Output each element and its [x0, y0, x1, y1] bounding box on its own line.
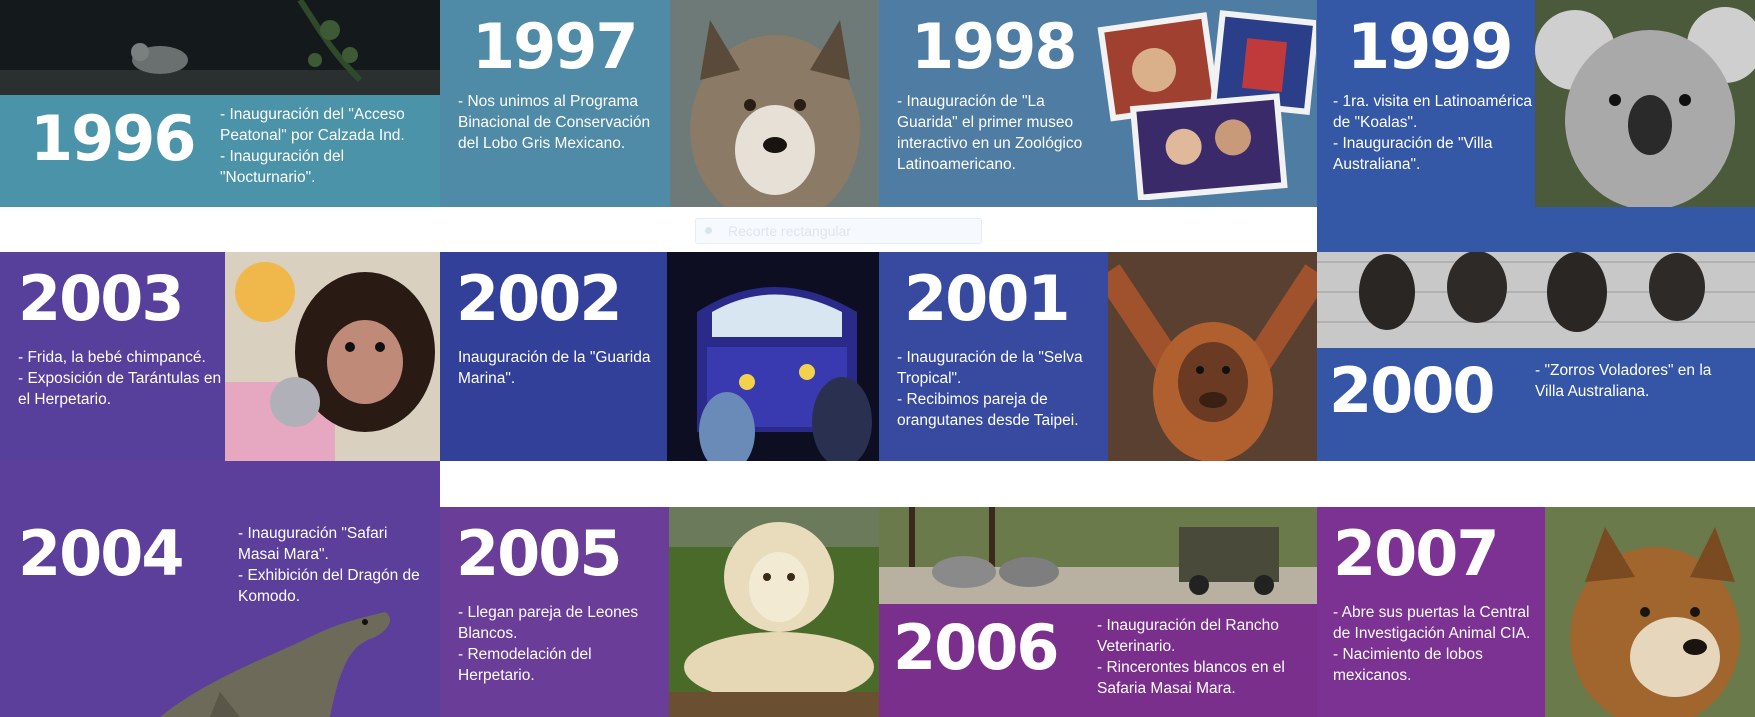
mexican-gray-wolf-photo: [670, 0, 879, 207]
year-2005: 2005: [456, 517, 623, 590]
milestones-1996: - Inauguración del "Acceso Peatonal" por…: [220, 104, 430, 188]
year-1996: 1996: [30, 102, 197, 175]
milestone-2003-1: - Frida, la bebé chimpancé.: [18, 349, 206, 366]
year-1997: 1997: [472, 10, 639, 83]
milestone-2005-2: - Remodelación del Herpetario.: [458, 646, 592, 684]
year-2006: 2006: [893, 611, 1060, 684]
year-2002: 2002: [456, 262, 623, 335]
year-2000: 2000: [1329, 354, 1496, 427]
milestones-1999: - 1ra. visita en Latinoamérica de "Koala…: [1333, 91, 1533, 175]
milestone-1996-1: - Inauguración del "Acceso Peatonal" por…: [220, 106, 405, 144]
milestone-2007-2: - Nacimiento de lobos mexicanos.: [1333, 646, 1483, 684]
year-1999: 1999: [1347, 10, 1514, 83]
timeline-cell-2002: 2002 Inauguración de la "Guarida Marina"…: [440, 252, 879, 461]
milestone-2002-1: Inauguración de la "Guarida Marina".: [458, 349, 651, 387]
milestones-1998: - Inauguración de "La Guarida" el primer…: [897, 91, 1097, 175]
year-1998: 1998: [911, 10, 1078, 83]
milestones-2004: - Inauguración "Safari Masai Mara". - Ex…: [238, 523, 428, 607]
timeline-cell-2005: 2005 - Llegan pareja de Leones Blancos. …: [440, 507, 879, 717]
rectangular-snip-tool[interactable]: Recorte rectangular: [695, 218, 982, 244]
komodo-dragon-photo: [150, 597, 400, 717]
timeline-cell-2000: 2000 - "Zorros Voladores" en la Villa Au…: [1317, 252, 1755, 461]
orangutan-photo: [1108, 252, 1317, 461]
milestones-2001: - Inauguración de la "Selva Tropical". -…: [897, 347, 1097, 431]
timeline-cell-2001: 2001 - Inauguración de la "Selva Tropica…: [879, 252, 1317, 461]
flying-foxes-photo: [1317, 252, 1755, 348]
milestone-2001-1: - Inauguración de la "Selva Tropical".: [897, 349, 1083, 387]
milestones-2002: Inauguración de la "Guarida Marina".: [458, 347, 658, 389]
timeline-cell-1998: 1998 - Inauguración de "La Guarida" el p…: [879, 0, 1317, 207]
nocturnal-animal-photo: [0, 0, 440, 95]
marine-exhibit-photo: [667, 252, 879, 461]
milestones-2007: - Abre sus puertas la Central de Investi…: [1333, 602, 1533, 686]
timeline-cell-1996: 1996 - Inauguración del "Acceso Peatonal…: [0, 0, 440, 207]
milestone-1999-1: - 1ra. visita en Latinoamérica de "Koala…: [1333, 93, 1533, 131]
museum-collage-photo: [1094, 10, 1316, 200]
snip-mode-label: Recorte rectangular: [728, 223, 851, 239]
milestone-2000-1: - "Zorros Voladores" en la Villa Austral…: [1535, 362, 1712, 400]
timeline-cell-2003: 2003 - Frida, la bebé chimpancé. - Expos…: [0, 252, 440, 461]
milestones-2003: - Frida, la bebé chimpancé. - Exposición…: [18, 347, 223, 410]
milestone-1998-1: - Inauguración de "La Guarida" el primer…: [897, 93, 1083, 173]
milestone-2006-2: - Rincerontes blancos en el Safaria Masa…: [1097, 659, 1285, 697]
milestone-1999-2: - Inauguración de "Villa Australiana".: [1333, 135, 1493, 173]
milestones-2000: - "Zorros Voladores" en la Villa Austral…: [1535, 360, 1735, 402]
milestone-2004-2: - Exhibición del Dragón de Komodo.: [238, 567, 420, 605]
timeline-cell-1997: 1997 - Nos unimos al Programa Binacional…: [440, 0, 879, 207]
timeline-cell-2007: 2007 - Abre sus puertas la Central de In…: [1317, 507, 1755, 717]
year-2003: 2003: [18, 262, 185, 335]
snip-mode-icon: [705, 227, 712, 234]
timeline-cell-1999: 1999 - 1ra. visita en Latinoamérica de "…: [1317, 0, 1755, 207]
milestones-1997: - Nos unimos al Programa Binacional de C…: [458, 91, 658, 154]
year-2001: 2001: [904, 262, 1071, 335]
year-2004: 2004: [18, 517, 185, 590]
milestones-2005: - Llegan pareja de Leones Blancos. - Rem…: [458, 602, 658, 686]
milestone-2003-2: - Exposición de Tarántulas en el Herpeta…: [18, 370, 222, 408]
koala-photo: [1535, 0, 1755, 207]
milestones-2006: - Inauguración del Rancho Veterinario. -…: [1097, 615, 1297, 699]
milestone-1997-1: - Nos unimos al Programa Binacional de C…: [458, 93, 651, 152]
milestone-2006-1: - Inauguración del Rancho Veterinario.: [1097, 617, 1279, 655]
mexican-wolf-photo: [1545, 507, 1755, 717]
milestone-2007-1: - Abre sus puertas la Central de Investi…: [1333, 604, 1531, 642]
milestone-2005-1: - Llegan pareja de Leones Blancos.: [458, 604, 639, 642]
year-2007: 2007: [1333, 517, 1500, 590]
milestone-2001-2: - Recibimos pareja de orangutanes desde …: [897, 391, 1079, 429]
white-rhinos-safari-photo: [879, 507, 1317, 604]
white-lion-photo: [669, 507, 879, 717]
milestone-2004-1: - Inauguración "Safari Masai Mara".: [238, 525, 388, 563]
timeline-cell-2004: 2004 - Inauguración "Safari Masai Mara".…: [0, 507, 440, 717]
timeline-cell-2006: 2006 - Inauguración del Rancho Veterinar…: [879, 507, 1317, 717]
milestone-1996-2: - Inauguración del "Nocturnario".: [220, 148, 345, 186]
divider-strip-blue: [1317, 207, 1755, 252]
baby-chimpanzee-photo: [225, 252, 440, 461]
divider-strip-violet: [0, 461, 440, 507]
